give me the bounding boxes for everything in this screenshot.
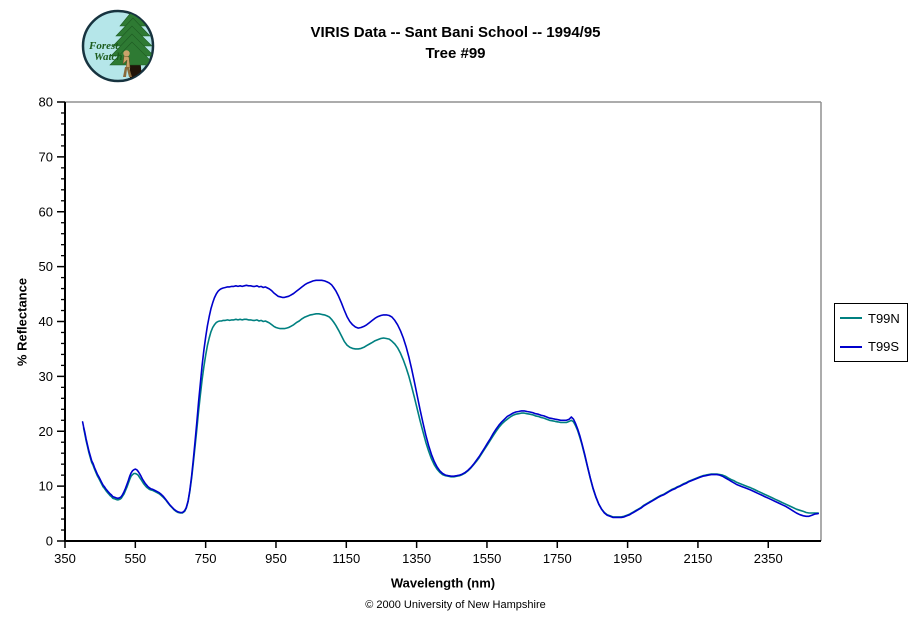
x-tick-label: 1350: [402, 551, 431, 566]
x-tick-label: 2350: [754, 551, 783, 566]
x-tick-label: 350: [54, 551, 76, 566]
logo-tree-crown: [109, 11, 153, 66]
y-tick-label: 80: [39, 95, 53, 110]
legend-line-sample-t99n: [840, 317, 862, 320]
y-tick-label: 30: [39, 369, 53, 384]
chart-title: VIRIS Data -- Sant Bani School -- 1994/9…: [0, 22, 911, 64]
y-tick-label: 20: [39, 424, 53, 439]
series-line-T99N: [82, 312, 820, 518]
legend-entry-t99s: T99S: [835, 339, 907, 354]
legend-line-sample-t99s: [840, 345, 862, 348]
y-axis-title: % Reflectance: [14, 277, 30, 367]
x-tick-label: 1150: [332, 551, 360, 566]
y-tick-label: 70: [39, 149, 53, 164]
logo-text-forest: Forest: [88, 40, 119, 52]
series-line-T99S: [81, 279, 820, 519]
chart-title-line1: VIRIS Data -- Sant Bani School -- 1994/9…: [310, 24, 601, 41]
logo-person: [122, 50, 132, 77]
y-tick-label: 60: [39, 204, 53, 219]
y-tick-label: 40: [39, 314, 53, 329]
x-tick-label: 1550: [472, 551, 501, 566]
x-tick-label: 1750: [543, 551, 572, 566]
x-tick-label: 1950: [613, 551, 642, 566]
x-tick-label: 550: [124, 551, 146, 566]
legend-box: T99N T99S: [834, 303, 908, 362]
x-tick-label: 950: [265, 551, 287, 566]
x-tick-label: 2150: [683, 551, 712, 566]
y-tick-label: 0: [46, 534, 53, 549]
copyright-text: © 2000 University of New Hampshire: [365, 599, 546, 611]
y-tick-label: 50: [39, 259, 53, 274]
forest-watch-logo: Forest Watch: [81, 9, 155, 83]
legend-label-t99n: T99N: [868, 310, 900, 326]
y-tick-label: 10: [39, 479, 53, 494]
logo-text-watch: Watch: [94, 51, 123, 63]
x-axis-title: Wavelength (nm): [390, 575, 496, 591]
x-tick-label: 750: [195, 551, 217, 566]
legend-entry-t99n: T99N: [835, 311, 907, 326]
chart-title-line2: Tree #99: [425, 45, 486, 62]
legend-label-t99s: T99S: [868, 339, 900, 355]
